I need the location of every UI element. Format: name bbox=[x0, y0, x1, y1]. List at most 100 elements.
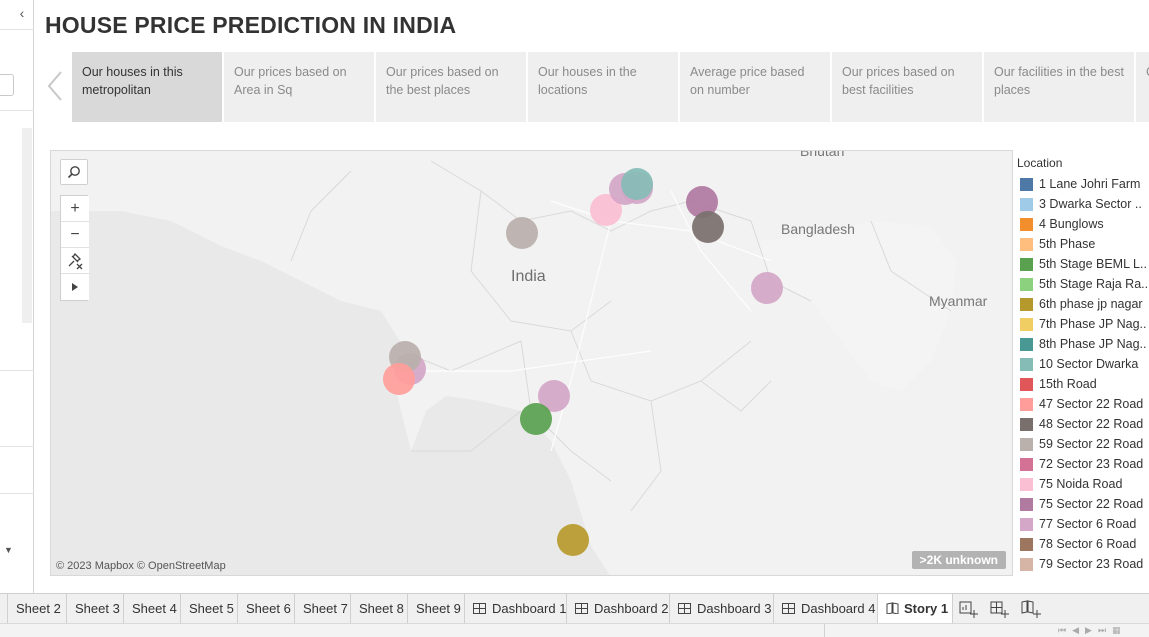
collapse-pane-icon[interactable]: ‹ bbox=[19, 5, 25, 21]
new-dashboard-icon[interactable] bbox=[988, 599, 1010, 619]
story-point-5[interactable]: Average price based on number bbox=[680, 52, 830, 122]
legend-item[interactable]: 15th Road bbox=[1017, 374, 1149, 394]
tab-sheet-7[interactable]: Sheet 7 bbox=[295, 594, 351, 624]
legend-item[interactable]: 5th Stage Raja Ra.. bbox=[1017, 274, 1149, 294]
legend-item[interactable]: 78 Sector 6 Road bbox=[1017, 534, 1149, 554]
unknown-locations-badge[interactable]: >2K unknown bbox=[911, 551, 1006, 569]
legend-item[interactable]: 6th phase jp nagar bbox=[1017, 294, 1149, 314]
previous-point-icon[interactable] bbox=[40, 64, 70, 110]
legend-label: 72 Sector 23 Road bbox=[1039, 457, 1144, 471]
side-pane-input[interactable] bbox=[0, 74, 14, 96]
legend-item[interactable]: 10 Sector Dwarka bbox=[1017, 354, 1149, 374]
tab-label: Sheet 2 bbox=[16, 601, 61, 616]
page-title: HOUSE PRICE PREDICTION IN INDIA bbox=[45, 12, 457, 38]
zoom-out-icon[interactable]: − bbox=[61, 222, 89, 248]
legend-item[interactable]: 77 Sector 6 Road bbox=[1017, 514, 1149, 534]
legend-item[interactable]: 75 Noida Road bbox=[1017, 474, 1149, 494]
status-bar: ⏮◀▶⏭▦ bbox=[0, 623, 1149, 637]
divider bbox=[0, 446, 34, 447]
legend-swatch bbox=[1020, 357, 1033, 371]
story-point-4[interactable]: Our houses in the locations bbox=[528, 52, 678, 122]
location-mark[interactable] bbox=[383, 363, 415, 395]
legend-swatch bbox=[1020, 497, 1033, 511]
location-mark[interactable] bbox=[692, 211, 724, 243]
tab-sheet-9[interactable]: Sheet 9 bbox=[408, 594, 465, 624]
dashboard-icon bbox=[473, 603, 486, 614]
legend-item[interactable]: 47 Sector 22 Road bbox=[1017, 394, 1149, 414]
legend-item[interactable]: 79 Sector 23 Road bbox=[1017, 554, 1149, 574]
new-story-icon[interactable] bbox=[1020, 599, 1042, 619]
story-points: Our houses in this metropolitan Our pric… bbox=[72, 52, 1149, 122]
legend-label: 79 Sector 23 Road bbox=[1039, 557, 1144, 571]
legend-item[interactable]: 5th Phase bbox=[1017, 234, 1149, 254]
legend-item[interactable]: 5th Stage BEML L.. bbox=[1017, 254, 1149, 274]
map-attribution[interactable]: © 2023 Mapbox © OpenStreetMap bbox=[56, 560, 226, 572]
location-mark[interactable] bbox=[751, 272, 783, 304]
story-point-2[interactable]: Our prices based on Area in Sq bbox=[224, 52, 374, 122]
story-point-6[interactable]: Our prices based on best facilities bbox=[832, 52, 982, 122]
legend-label: 47 Sector 22 Road bbox=[1039, 397, 1144, 411]
location-mark[interactable] bbox=[520, 403, 552, 435]
legend-item[interactable]: 4 Bunglows bbox=[1017, 214, 1149, 234]
legend-item[interactable]: 7th Phase JP Nag.. bbox=[1017, 314, 1149, 334]
map-zoom-controls: + − bbox=[60, 195, 89, 301]
map-label-bangladesh: Bangladesh bbox=[781, 221, 855, 237]
tab-dashboard-2[interactable]: Dashboard 2 bbox=[567, 594, 670, 624]
legend-item[interactable]: 8th Phase JP Nag.. bbox=[1017, 334, 1149, 354]
sheet-tab-bar: Sheet 2 Sheet 3 Sheet 4 Sheet 5 Sheet 6 … bbox=[0, 593, 1149, 624]
map-background bbox=[51, 151, 1012, 575]
story-point-1[interactable]: Our houses in this metropolitan bbox=[72, 52, 222, 122]
tab-story-1[interactable]: Story 1 bbox=[878, 594, 953, 624]
tab-dashboard-1[interactable]: Dashboard 1 bbox=[465, 594, 567, 624]
zoom-in-icon[interactable]: + bbox=[61, 196, 89, 222]
legend-swatch bbox=[1020, 517, 1033, 531]
map-label-bhutan: Bhutan bbox=[800, 150, 845, 159]
divider bbox=[824, 624, 825, 637]
tab-sheet-4[interactable]: Sheet 4 bbox=[124, 594, 181, 624]
story-point-3[interactable]: Our prices based on the best places bbox=[376, 52, 526, 122]
map-search-icon[interactable] bbox=[60, 159, 88, 185]
tab-sheet-5[interactable]: Sheet 5 bbox=[181, 594, 238, 624]
map-view[interactable]: Bhutan Bangladesh India Myanmar + − bbox=[50, 150, 1013, 576]
tab-label: Sheet 5 bbox=[189, 601, 234, 616]
tab-dashboard-4[interactable]: Dashboard 4 bbox=[774, 594, 878, 624]
tab-label: Story 1 bbox=[904, 601, 949, 616]
legend-item[interactable]: 48 Sector 22 Road bbox=[1017, 414, 1149, 434]
location-mark[interactable] bbox=[557, 524, 589, 556]
expand-toolbar-icon[interactable] bbox=[61, 274, 89, 300]
legend-label: 59 Sector 22 Road bbox=[1039, 437, 1144, 451]
dashboard-icon bbox=[678, 603, 691, 614]
story-point-7[interactable]: Our facilities in the best places bbox=[984, 52, 1134, 122]
legend-label: 4 Bunglows bbox=[1039, 217, 1104, 231]
tab-sheet-2[interactable]: Sheet 2 bbox=[8, 594, 67, 624]
unpin-map-icon[interactable] bbox=[61, 248, 89, 274]
legend-item[interactable]: 72 Sector 23 Road bbox=[1017, 454, 1149, 474]
legend-item[interactable]: 1 Lane Johri Farm bbox=[1017, 174, 1149, 194]
map-label-india: India bbox=[511, 268, 546, 285]
tab-label: Dashboard 3 bbox=[697, 601, 772, 616]
story-point-8[interactable]: C i bbox=[1136, 52, 1149, 122]
dropdown-caret-icon[interactable]: ▼ bbox=[4, 545, 13, 555]
legend-label: 7th Phase JP Nag.. bbox=[1039, 317, 1147, 331]
legend-item[interactable]: 3 Dwarka Sector .. bbox=[1017, 194, 1149, 214]
new-worksheet-icon[interactable] bbox=[957, 599, 979, 619]
map-label-myanmar: Myanmar bbox=[929, 293, 988, 309]
legend-title: Location bbox=[1017, 156, 1063, 170]
legend-swatch bbox=[1020, 477, 1033, 491]
tab-sheet-3[interactable]: Sheet 3 bbox=[67, 594, 124, 624]
legend-swatch bbox=[1020, 237, 1033, 251]
tab-label: Dashboard 2 bbox=[594, 601, 669, 616]
location-mark[interactable] bbox=[506, 217, 538, 249]
tab-dashboard-3[interactable]: Dashboard 3 bbox=[670, 594, 774, 624]
legend-label: 15th Road bbox=[1039, 377, 1097, 391]
location-mark[interactable] bbox=[621, 168, 653, 200]
divider bbox=[0, 370, 34, 371]
side-pane-scrollbar[interactable] bbox=[22, 128, 32, 323]
tab-sheet-8[interactable]: Sheet 8 bbox=[351, 594, 408, 624]
legend-item[interactable]: 59 Sector 22 Road bbox=[1017, 434, 1149, 454]
legend-swatch bbox=[1020, 277, 1033, 291]
sheet-navigation-icon[interactable]: ⏮◀▶⏭▦ bbox=[1058, 625, 1127, 635]
tab-sheet-6[interactable]: Sheet 6 bbox=[238, 594, 295, 624]
legend-item[interactable]: 75 Sector 22 Road bbox=[1017, 494, 1149, 514]
